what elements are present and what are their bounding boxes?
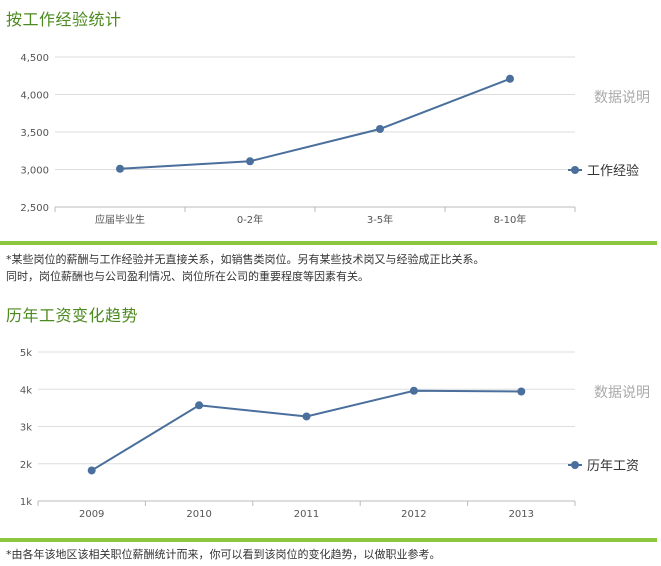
x-tick-label: 2010 — [186, 509, 211, 520]
y-tick-label: 4k — [20, 385, 32, 396]
experience-section-title: 按工作经验统计 — [6, 10, 122, 29]
data-point[interactable] — [409, 386, 418, 395]
x-tick-label: 2011 — [294, 509, 319, 520]
data-point[interactable] — [246, 157, 254, 166]
x-tick-label: 0-2年 — [237, 213, 263, 226]
data-note-link[interactable]: 数据说明 — [594, 385, 650, 401]
x-tick-label: 2009 — [79, 509, 104, 520]
section-divider — [0, 241, 657, 245]
data-point[interactable] — [376, 125, 384, 133]
data-point[interactable] — [302, 412, 311, 421]
y-tick-label: 2k — [20, 460, 32, 471]
experience-note-line-1: *某些岗位的薪酬与工作经验并无直接关系，如销售类岗位。另有某些技术岗又与经验成正… — [6, 253, 485, 266]
x-tick-label: 3-5年 — [367, 213, 393, 226]
y-tick-label: 2,500 — [20, 203, 49, 214]
experience-salary-chart: 2,500 3,000 3,500 4,000 4,500 应届毕业生 0-2年 3-5年 8-… — [20, 53, 650, 226]
legend-label[interactable]: 工作经验 — [587, 163, 639, 179]
yearly-trend-note: *由各年该地区该相关职位薪酬统计而来，你可以看到该岗位的变化趋势，以做职业参考。 — [6, 548, 441, 561]
legend-point-marker — [571, 166, 579, 174]
data-point[interactable] — [87, 466, 96, 475]
section-divider — [0, 538, 657, 542]
x-tick-label: 2013 — [509, 509, 534, 520]
legend-label[interactable]: 历年工资 — [587, 459, 639, 474]
y-tick-label: 4,500 — [20, 53, 49, 64]
series-line — [91, 389, 522, 472]
x-tick-label: 8-10年 — [494, 213, 527, 226]
y-tick-label: 3,000 — [20, 166, 49, 177]
data-point[interactable] — [517, 387, 526, 396]
x-tick-label: 2012 — [401, 509, 426, 520]
data-note-link[interactable]: 数据说明 — [594, 90, 650, 106]
series-line — [119, 77, 511, 170]
data-point[interactable] — [195, 401, 204, 410]
data-point[interactable] — [506, 74, 514, 83]
yearly-trend-section-title: 历年工资变化趋势 — [6, 306, 139, 325]
x-tick-label: 应届毕业生 — [95, 213, 145, 226]
legend-point-marker — [571, 461, 579, 469]
y-tick-label: 1k — [20, 497, 32, 508]
y-tick-label: 3k — [20, 423, 32, 434]
y-tick-label: 3,500 — [20, 128, 49, 139]
data-point[interactable] — [116, 164, 124, 173]
y-tick-label: 5k — [20, 348, 32, 359]
experience-note-line-2: 同时，岗位薪酬也与公司盈利情况、岗位所在公司的重要程度等因素有关。 — [6, 270, 369, 283]
y-tick-label: 4,000 — [20, 91, 49, 102]
